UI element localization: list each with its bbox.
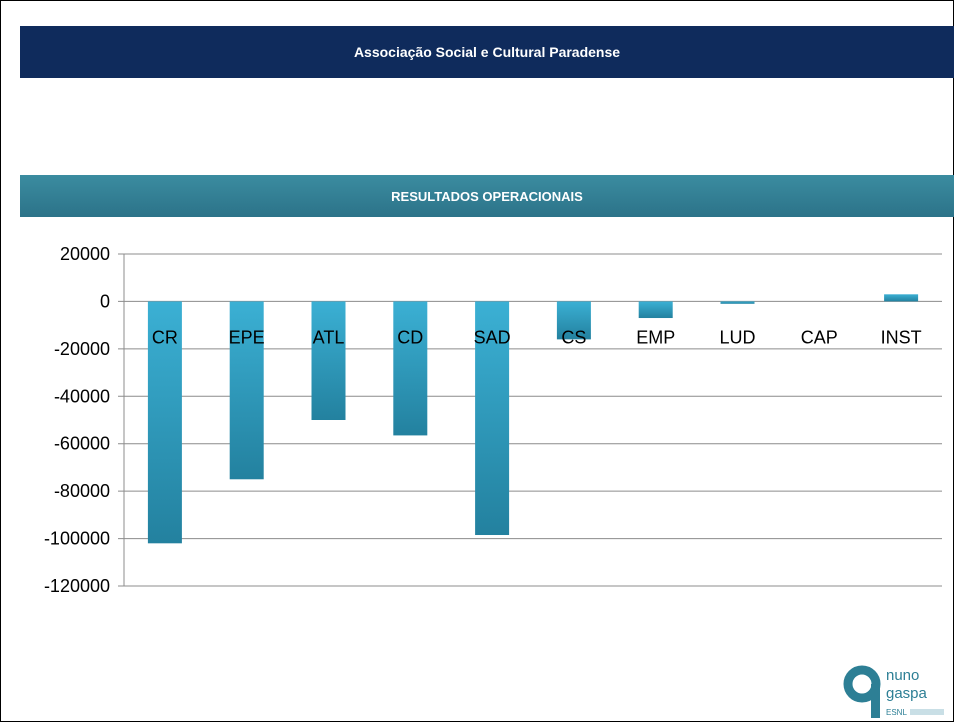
logo: nuno gaspa ESNL [843,665,944,718]
y-tick-label: -20000 [54,339,110,359]
bar-epe [229,301,264,480]
bar-emp [638,301,673,319]
page-title: Associação Social e Cultural Paradense [353,44,621,60]
category-label: LUD [719,327,755,347]
logo-stem-icon [871,684,880,718]
y-tick-label: -120000 [44,576,110,596]
category-label: INST [881,327,922,347]
category-label: EPE [229,327,265,347]
bar-cs [556,301,591,340]
bar-lud [720,301,755,304]
category-label: ATL [313,327,345,347]
category-label: CR [152,327,178,347]
section-bar: RESULTADOS OPERACIONAIS [20,175,954,217]
bar-cr [147,301,182,544]
y-tick-label: -80000 [54,481,110,501]
header-bar: Associação Social e Cultural Paradense [20,26,954,78]
y-tick-label: -100000 [44,529,110,549]
logo-line3: ESNL [886,708,907,717]
logo-tagline-icon [910,709,944,715]
bar-chart: 20000 0 -20000 -40000 -60000 -80000 -100000 -12… [44,244,942,596]
bar-inst [884,294,919,302]
category-label: CD [397,327,423,347]
y-tick-label: 20000 [60,244,110,264]
category-label: SAD [474,327,511,347]
category-label: CS [561,327,586,347]
section-title: RESULTADOS OPERACIONAIS [391,188,583,204]
logo-line2: gaspa [886,685,928,702]
category-label: EMP [636,327,675,347]
y-tick-label: -60000 [54,434,110,454]
category-label: CAP [801,327,838,347]
bar-atl [311,301,346,420]
logo-line1: nuno [886,667,919,684]
y-tick-label: -40000 [54,386,110,406]
bar-cd [393,301,428,436]
y-tick-label: 0 [100,291,110,311]
bar-sad [475,301,510,536]
